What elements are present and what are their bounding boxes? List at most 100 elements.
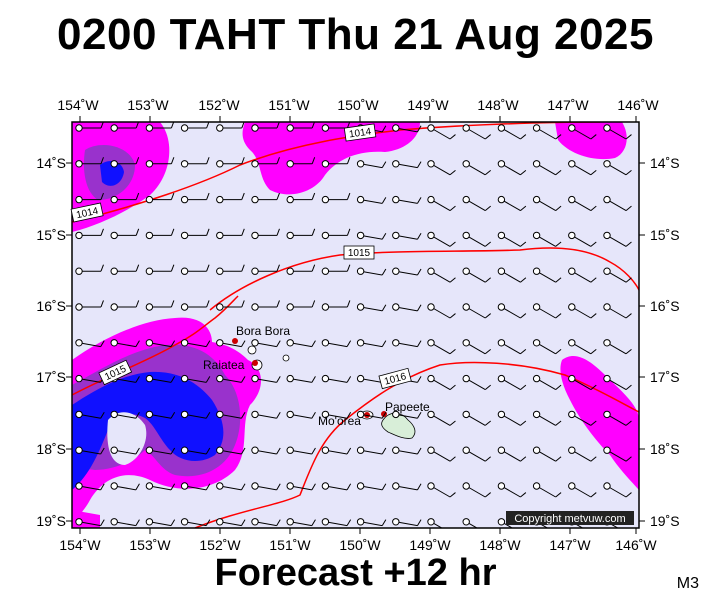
wind-barb [321,410,352,419]
wind-barb [145,410,176,419]
wind-barb [286,157,316,168]
wind-barb [497,303,527,319]
wind-barb [180,122,210,132]
wind-barb [216,446,246,455]
wind-barb [427,231,456,247]
wind-barb [321,446,352,455]
isobar-label: 1015 [348,248,371,259]
lat-labels-left: 14˚S 15˚S 16˚S 17˚S 18˚S 19˚S [36,155,66,529]
place-moorea: Mo'orea [318,414,361,428]
wind-barb [427,160,456,176]
wind-barb [251,192,280,204]
lat-label: 18˚S [650,441,680,457]
lat-label: 16˚S [650,298,680,314]
wind-barb [145,446,176,455]
wind-barb [75,192,104,204]
wind-barb [392,303,422,312]
wind-barb [216,410,246,419]
wind-barb [321,122,351,132]
wind-barb [110,446,140,455]
lat-label: 18˚S [36,441,66,457]
wind-barb [462,482,491,498]
wind-barb [356,518,387,527]
lon-label: 152˚W [199,537,241,553]
wind-barb [180,264,210,275]
wind-barb [392,195,422,204]
lat-label: 19˚S [36,513,66,529]
wind-barb [568,482,597,498]
wind-barb [532,267,562,283]
wind-barb [110,228,140,240]
wind-barb [568,195,597,212]
wind-barb [603,303,632,319]
wind-barb [216,482,246,491]
wind-barb [497,160,527,176]
wind-barb [321,300,351,311]
wind-barb [356,374,387,383]
wind-barb [180,410,211,419]
wind-barb [462,124,491,140]
wind-barb [75,446,105,455]
wind-barb [568,267,597,283]
wind-barb [427,267,456,283]
wind-barb [145,339,176,348]
wind-barb [603,231,632,247]
wind-barb [251,228,280,240]
wind-barb [568,303,597,319]
wind-barb [286,374,316,383]
wind-barb [427,374,456,391]
wind-barb [251,157,280,168]
wind-barb [392,446,422,455]
lon-label: 151˚W [268,97,310,113]
wind-barb [321,339,352,348]
isobar-label-1014-left: 1014 [70,202,104,223]
place-raiatea: Raiatea [203,358,245,372]
island-huahine-shape [282,354,290,362]
wind-barb [356,303,387,312]
wind-barb [392,124,422,133]
wind-barb [497,446,527,462]
wind-barb [216,157,245,168]
lon-label: 148˚W [479,537,521,553]
wind-barb [568,124,597,140]
isobar-label: 1014 [75,206,99,221]
model-label: M3 [676,575,699,592]
wind-barb [532,374,562,391]
lon-label: 149˚W [407,97,449,113]
wind-barb [356,231,387,240]
map-frame [71,121,640,529]
wind-barb [75,157,104,168]
wind-barb [427,303,456,319]
wind-barb [497,482,527,498]
wind-barb [356,267,387,276]
wind-barb [321,157,351,168]
wind-barb [427,339,456,355]
lon-labels-bottom: 154˚W 153˚W 152˚W 151˚W 150˚W 149˚W 148˚… [59,537,657,553]
wind-barb [497,374,527,391]
town-marker-raiatea [252,360,258,366]
wind-barb [286,300,316,311]
copyright-box [506,511,634,525]
wind-barb [110,518,140,527]
wind-barb [286,339,316,348]
lat-label: 15˚S [650,227,680,243]
wind-barb [603,374,632,391]
wind-barb [568,339,597,355]
wind-barb [603,124,632,140]
lon-label: 150˚W [337,97,379,113]
wind-barb [110,122,140,132]
lon-label: 152˚W [198,97,240,113]
wind-barb [497,339,527,355]
wind-barb [603,482,632,498]
wind-barb [216,339,246,348]
wind-barb [603,339,632,355]
wind-barb [392,160,422,169]
wind-barb [286,446,316,455]
wind-barb [216,264,245,275]
wind-barb [427,124,456,140]
wind-barb [110,410,140,419]
wind-barb [427,195,456,212]
wind-barb [321,482,352,491]
lon-label: 151˚W [269,537,311,553]
